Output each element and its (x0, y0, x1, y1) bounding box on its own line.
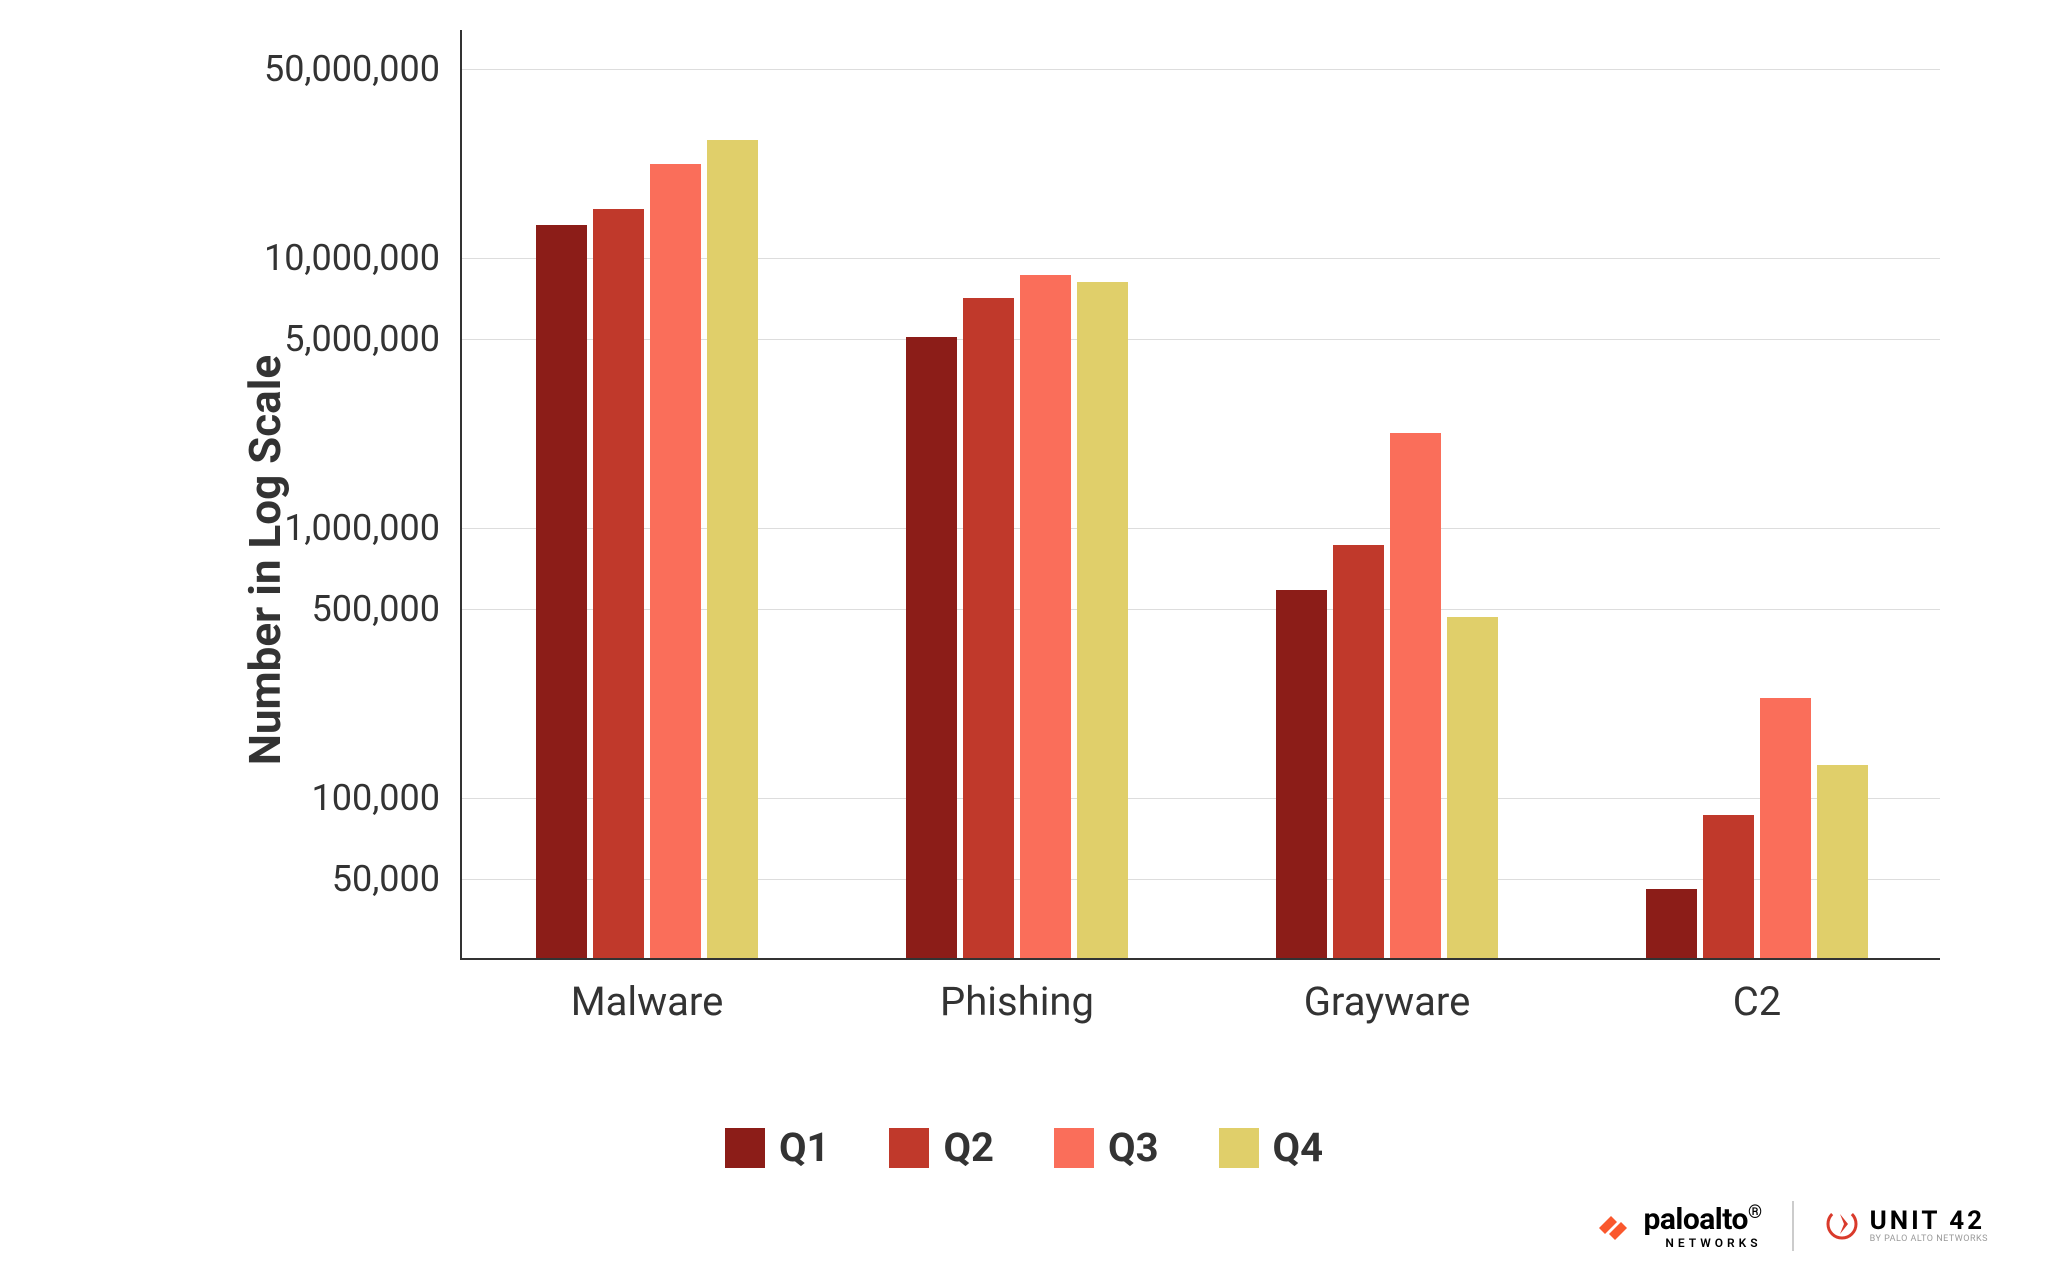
x-tick-label: Phishing (940, 978, 1094, 1025)
paloalto-icon (1593, 1206, 1633, 1246)
x-tick-label: Malware (571, 978, 724, 1025)
bar-grayware-q4 (1447, 617, 1498, 958)
bar-malware-q1 (536, 225, 587, 958)
paloalto-text: paloalto® NETWORKS (1643, 1204, 1761, 1249)
bar-malware-q2 (593, 209, 644, 959)
bar-c2-q3 (1760, 698, 1811, 958)
y-tick-label: 1,000,000 (180, 507, 440, 549)
bar-grayware-q3 (1390, 433, 1441, 958)
bar-c2-q4 (1817, 765, 1868, 958)
gridline (462, 69, 1940, 70)
logo-divider (1792, 1201, 1794, 1251)
y-tick-label: 500,000 (180, 588, 440, 630)
paloalto-logo: paloalto® NETWORKS (1593, 1204, 1761, 1249)
unit42-sub: BY PALO ALTO NETWORKS (1870, 1235, 1988, 1245)
legend-item-q2: Q2 (889, 1124, 994, 1171)
x-tick-label: C2 (1733, 978, 1782, 1025)
paloalto-subword: NETWORKS (1665, 1237, 1761, 1249)
x-tick-label: Grayware (1304, 978, 1471, 1025)
legend-item-q4: Q4 (1219, 1124, 1324, 1171)
legend: Q1 Q2 Q3 Q4 (0, 1124, 2048, 1171)
y-tick-label: 5,000,000 (180, 318, 440, 360)
legend-item-q3: Q3 (1054, 1124, 1159, 1171)
bar-grayware-q1 (1276, 590, 1327, 958)
legend-swatch (889, 1128, 929, 1168)
bar-phishing-q2 (963, 298, 1014, 958)
bar-c2-q2 (1703, 815, 1754, 958)
unit42-icon (1824, 1206, 1860, 1246)
bar-phishing-q1 (906, 337, 957, 958)
y-tick-label: 50,000 (180, 858, 440, 900)
bar-phishing-q3 (1020, 275, 1071, 958)
legend-label: Q4 (1273, 1124, 1324, 1171)
bar-phishing-q4 (1077, 282, 1128, 958)
y-tick-label: 10,000,000 (180, 237, 440, 279)
legend-label: Q2 (943, 1124, 994, 1171)
legend-label: Q1 (779, 1124, 830, 1171)
y-tick-label: 100,000 (180, 777, 440, 819)
legend-swatch (1054, 1128, 1094, 1168)
unit42-logo: UNIT 42 BY PALO ALTO NETWORKS (1824, 1206, 1988, 1246)
footer-logos: paloalto® NETWORKS UNIT 42 BY PALO ALTO … (1593, 1201, 1988, 1251)
unit42-text-block: UNIT 42 BY PALO ALTO NETWORKS (1870, 1207, 1988, 1245)
legend-item-q1: Q1 (725, 1124, 830, 1171)
legend-swatch (725, 1128, 765, 1168)
legend-label: Q3 (1108, 1124, 1159, 1171)
chart-container: Number in Log Scale 50,000100,000500,000… (80, 30, 1960, 1090)
y-axis-label: Number in Log Scale (239, 355, 291, 765)
legend-swatch (1219, 1128, 1259, 1168)
bar-malware-q4 (707, 140, 758, 958)
bar-malware-q3 (650, 164, 701, 958)
paloalto-word: paloalto (1643, 1202, 1748, 1237)
unit42-text: UNIT 42 (1870, 1207, 1988, 1236)
plot-area: 50,000100,000500,0001,000,0005,000,00010… (460, 30, 1940, 960)
y-tick-label: 50,000,000 (180, 48, 440, 90)
bar-c2-q1 (1646, 889, 1697, 958)
bar-grayware-q2 (1333, 545, 1384, 958)
